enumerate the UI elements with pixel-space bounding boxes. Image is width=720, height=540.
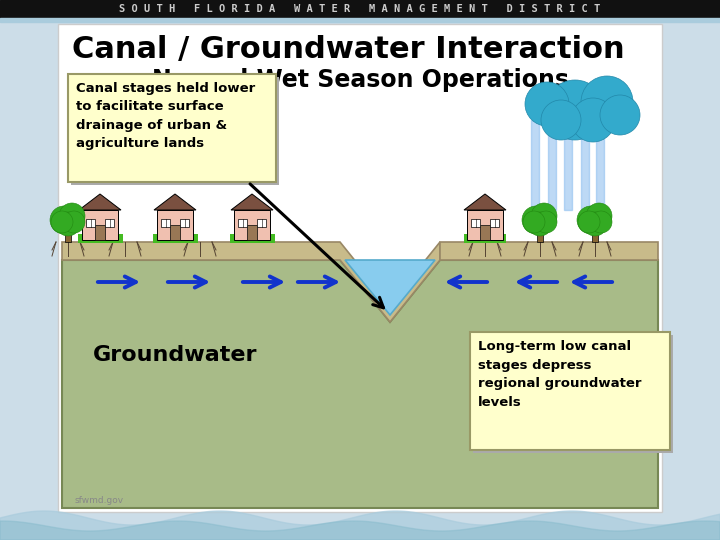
Bar bbox=[467, 210, 503, 240]
Bar bbox=[105, 219, 114, 227]
Bar bbox=[0, 18, 720, 22]
Circle shape bbox=[50, 206, 78, 234]
Text: Normal Wet Season Operations: Normal Wet Season Operations bbox=[151, 68, 569, 92]
Bar bbox=[58, 24, 662, 512]
Circle shape bbox=[522, 206, 550, 234]
Circle shape bbox=[63, 211, 85, 233]
Bar bbox=[564, 120, 572, 210]
Text: Groundwater: Groundwater bbox=[93, 345, 257, 365]
Bar bbox=[471, 219, 480, 227]
Bar bbox=[95, 225, 105, 240]
Circle shape bbox=[535, 211, 557, 233]
Circle shape bbox=[578, 211, 600, 233]
Text: sfwmd.gov: sfwmd.gov bbox=[75, 496, 124, 505]
Bar bbox=[596, 120, 604, 210]
Bar bbox=[0, 0, 720, 18]
Polygon shape bbox=[62, 260, 658, 508]
Bar bbox=[470, 332, 670, 450]
Circle shape bbox=[600, 95, 640, 135]
Bar bbox=[257, 219, 266, 227]
Circle shape bbox=[523, 211, 545, 233]
Bar bbox=[234, 210, 270, 240]
Bar bbox=[490, 219, 499, 227]
Bar bbox=[480, 225, 490, 240]
Circle shape bbox=[590, 211, 612, 233]
Polygon shape bbox=[464, 194, 506, 210]
Circle shape bbox=[531, 203, 557, 229]
Circle shape bbox=[545, 80, 605, 140]
Bar bbox=[473, 335, 673, 453]
Bar bbox=[78, 234, 123, 243]
Bar bbox=[157, 210, 193, 240]
Text: Long-term low canal
stages depress
regional groundwater
levels: Long-term low canal stages depress regio… bbox=[478, 340, 642, 408]
Bar bbox=[86, 219, 95, 227]
Circle shape bbox=[577, 206, 605, 234]
Bar bbox=[537, 228, 543, 242]
Polygon shape bbox=[231, 194, 273, 210]
Text: S O U T H   F L O R I D A   W A T E R   M A N A G E M E N T   D I S T R I C T: S O U T H F L O R I D A W A T E R M A N … bbox=[120, 4, 600, 14]
Circle shape bbox=[56, 212, 80, 236]
Bar bbox=[230, 234, 275, 243]
Bar bbox=[161, 219, 170, 227]
Text: Canal stages held lower
to facilitate surface
drainage of urban &
agriculture la: Canal stages held lower to facilitate su… bbox=[76, 82, 256, 151]
Bar bbox=[68, 74, 276, 182]
Bar bbox=[65, 228, 71, 242]
Circle shape bbox=[581, 76, 633, 128]
Bar bbox=[180, 219, 189, 227]
Bar bbox=[581, 120, 589, 210]
Bar bbox=[170, 225, 180, 240]
Circle shape bbox=[59, 203, 85, 229]
Circle shape bbox=[586, 203, 612, 229]
Bar bbox=[592, 228, 598, 242]
Text: Canal / Groundwater Interaction: Canal / Groundwater Interaction bbox=[72, 35, 625, 64]
Circle shape bbox=[571, 98, 615, 142]
Bar bbox=[238, 219, 247, 227]
Bar bbox=[548, 120, 556, 210]
Circle shape bbox=[525, 82, 569, 126]
Bar bbox=[82, 210, 118, 240]
Bar bbox=[531, 120, 539, 210]
Bar bbox=[247, 225, 257, 240]
Bar bbox=[153, 234, 198, 243]
Bar bbox=[464, 234, 506, 243]
Circle shape bbox=[583, 212, 607, 236]
Polygon shape bbox=[440, 242, 658, 260]
Circle shape bbox=[51, 211, 73, 233]
Bar bbox=[71, 77, 279, 185]
Circle shape bbox=[541, 100, 581, 140]
Polygon shape bbox=[62, 242, 440, 322]
Polygon shape bbox=[79, 194, 121, 210]
Polygon shape bbox=[154, 194, 196, 210]
Circle shape bbox=[528, 212, 552, 236]
Polygon shape bbox=[345, 260, 435, 315]
